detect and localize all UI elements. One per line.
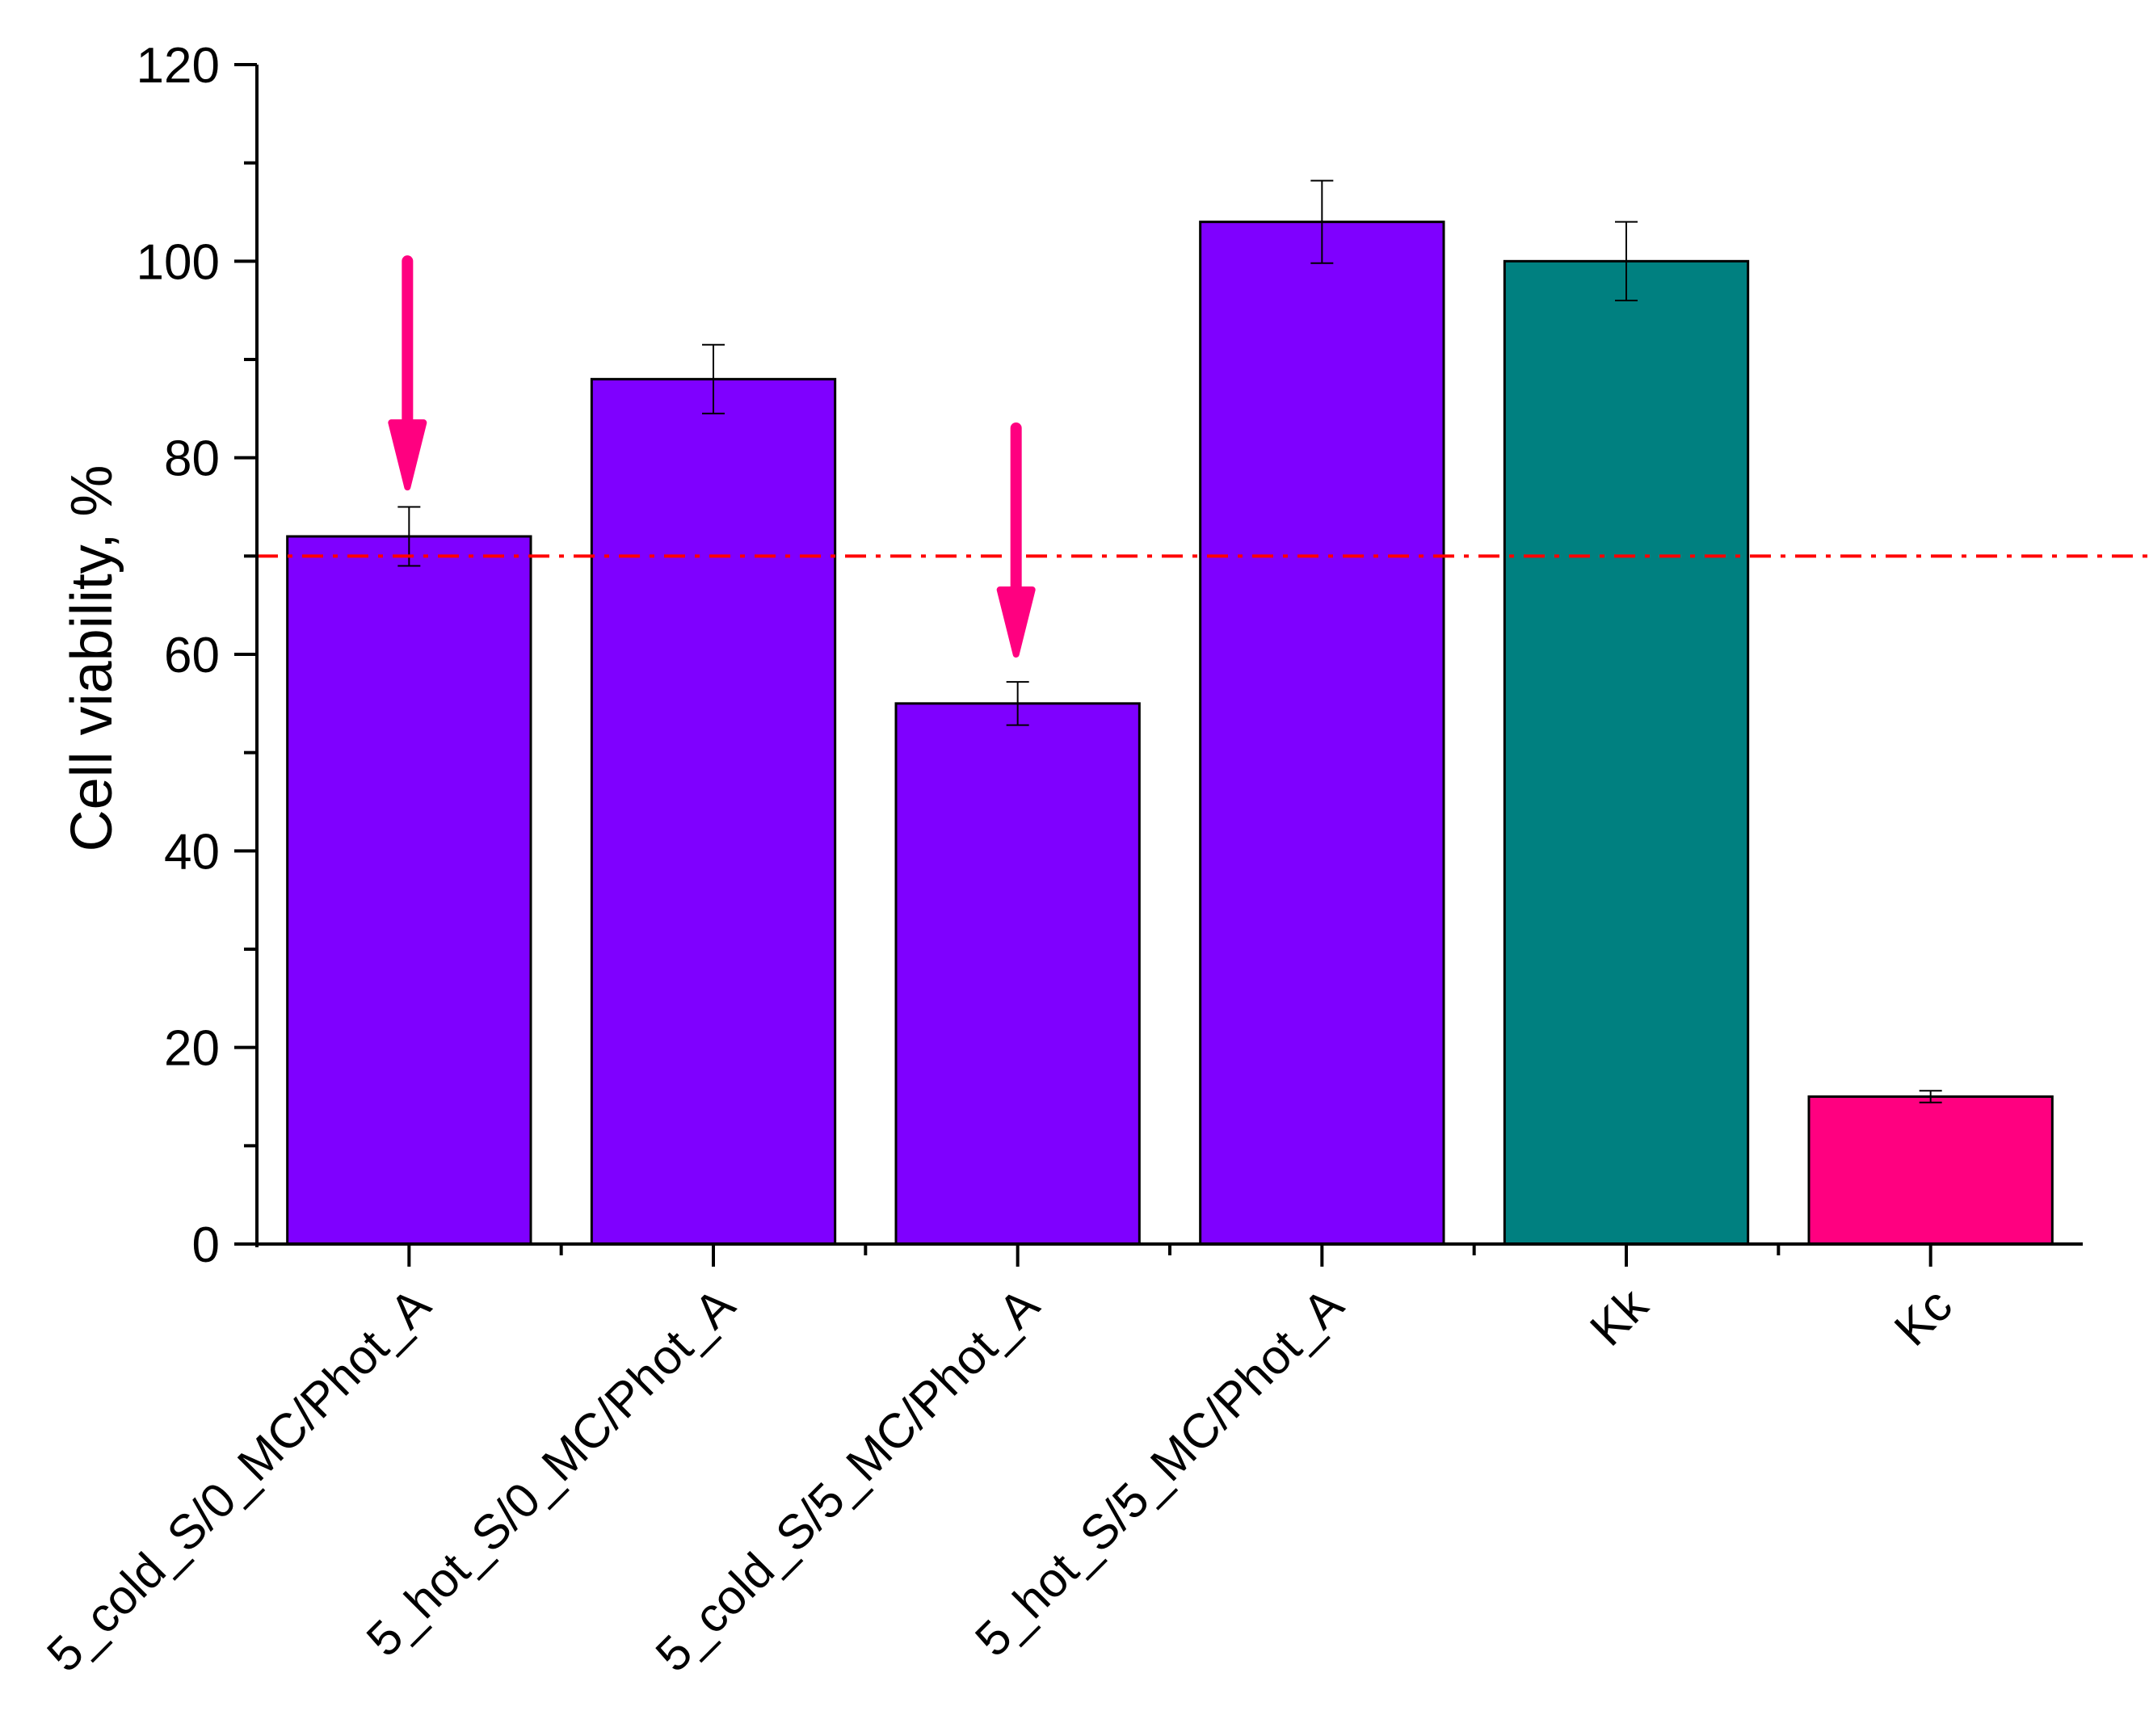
y-axis-title: Cell viability, % [60,465,124,852]
bar-6 [1807,1095,2054,1246]
arrow-head [996,586,1036,658]
x-ticks-group: 5_cold_S/0_MC/Phot_A5_hot_S/0_MC/Phot_A5… [36,1244,1962,1682]
arrow-head [388,419,427,491]
y-tick-label: 20 [164,1021,220,1077]
error-bars-group [397,179,1942,1103]
bar-3 [894,702,1141,1246]
bar-4 [1199,221,1445,1246]
x-category-label: Kc [1884,1278,1962,1356]
y-tick-label: 40 [164,824,220,880]
bar-5 [1503,259,1750,1246]
y-ticks-group: 0 20 40 60 80 100 120 [137,38,257,1273]
bar-2 [590,377,837,1246]
error-bar-6 [1919,1090,1942,1103]
error-bar-5 [1615,221,1638,301]
bars-group [286,221,2054,1246]
y-tick-label: 120 [137,38,220,94]
bar-1 [286,535,532,1246]
arrow-marker-1 [388,255,427,491]
y-tick-label: 60 [164,628,220,683]
y-tick-label: 0 [192,1217,220,1273]
y-tick-label: 80 [164,431,220,487]
error-bar-3 [1006,681,1029,726]
error-bar-2 [702,343,725,414]
arrow-marker-2 [996,422,1036,658]
arrows-group [388,255,1036,658]
error-bar-4 [1310,179,1334,264]
x-category-label: Kk [1579,1277,1659,1356]
y-tick-label: 100 [137,234,220,290]
